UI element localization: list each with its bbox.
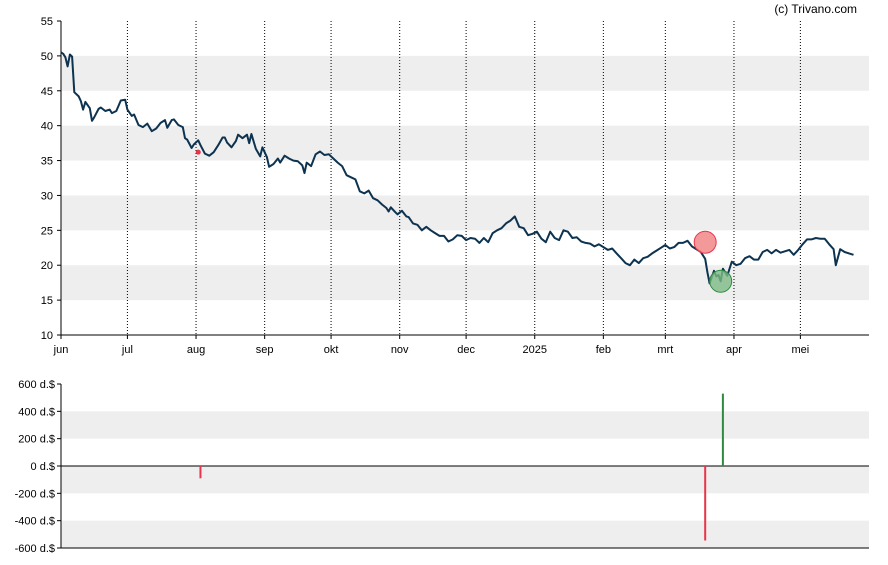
transactions-panel: 600 d.$ 400 d.$ 200 d.$ 0 d.$ -200 d.$ -400 d… [15, 379, 869, 555]
price-y-tick-label: 25 [41, 225, 53, 237]
price-y-tick-label: 50 [41, 51, 53, 63]
txn-y-tick-label: -400 d.$ [15, 516, 55, 528]
price-x-tick-label: aug [187, 344, 205, 356]
price-y-tick-label: 20 [41, 260, 53, 272]
price-x-tick-label: apr [726, 344, 742, 356]
buy-marker [709, 269, 733, 293]
price-y-tick-label: 55 [41, 16, 53, 28]
price-x-tick-label: dec [457, 344, 475, 356]
price-x-tick-label: nov [391, 344, 409, 356]
sell-marker [693, 230, 717, 254]
price-y-tick-label: 10 [41, 330, 53, 342]
txn-y-tick-label: 200 d.$ [18, 434, 55, 446]
price-x-tick-label: okt [324, 344, 339, 356]
txn-y-tick-label: 400 d.$ [18, 406, 55, 418]
price-y-tick-label: 15 [41, 295, 53, 307]
price-y-tick-label: 45 [41, 86, 53, 98]
price-band [61, 55, 869, 91]
price-x-tick-label: feb [596, 344, 611, 356]
price-y-tick-label: 30 [41, 190, 53, 202]
txn-band [61, 466, 869, 494]
price-x-tick-label: sep [256, 344, 274, 356]
price-band [61, 125, 869, 161]
price-band [61, 195, 869, 231]
txn-band [61, 520, 869, 548]
sell-marker [195, 149, 201, 155]
price-x-tick-label: mei [792, 344, 810, 356]
txn-y-tick-label: 600 d.$ [18, 379, 55, 391]
price-y-tick-label: 35 [41, 156, 53, 168]
price-y-tick-label: 40 [41, 121, 53, 133]
price-band [61, 265, 869, 301]
price-x-tick-label: mrt [657, 344, 673, 356]
txn-y-tick-label: -600 d.$ [15, 543, 55, 555]
txn-y-tick-label: -200 d.$ [15, 488, 55, 500]
txn-band [61, 411, 869, 439]
price-x-tick-label: 2025 [522, 344, 546, 356]
txn-y-tick-label: 0 d.$ [31, 461, 55, 473]
price-x-tick-label: jun [53, 344, 69, 356]
price-x-tick-label: jul [121, 344, 133, 356]
credit-label: (c) Trivano.com [774, 2, 857, 16]
